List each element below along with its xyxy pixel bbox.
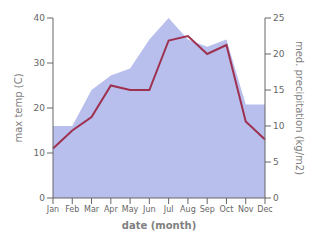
svg-text:Aug: Aug xyxy=(180,205,196,214)
svg-text:Jan: Jan xyxy=(46,205,59,214)
svg-text:Sep: Sep xyxy=(200,205,215,214)
svg-text:20: 20 xyxy=(273,49,285,59)
svg-text:0: 0 xyxy=(39,193,45,203)
svg-text:15: 15 xyxy=(273,85,284,95)
svg-text:Nov: Nov xyxy=(238,205,254,214)
svg-text:Mar: Mar xyxy=(84,205,100,214)
svg-text:Feb: Feb xyxy=(65,205,79,214)
svg-text:Oct: Oct xyxy=(220,205,234,214)
svg-text:5: 5 xyxy=(273,157,279,167)
svg-text:med. precipitation (kg/m2): med. precipitation (kg/m2) xyxy=(294,41,305,175)
svg-text:0: 0 xyxy=(273,193,279,203)
svg-text:Dec: Dec xyxy=(257,205,272,214)
svg-text:Apr: Apr xyxy=(104,205,119,214)
svg-text:25: 25 xyxy=(273,13,284,23)
svg-text:20: 20 xyxy=(34,103,46,113)
svg-text:40: 40 xyxy=(34,13,46,23)
svg-text:max temp (C): max temp (C) xyxy=(13,73,24,142)
svg-text:30: 30 xyxy=(34,58,46,68)
svg-text:date (month): date (month) xyxy=(122,220,196,231)
svg-text:Jul: Jul xyxy=(163,205,174,214)
svg-text:May: May xyxy=(122,205,139,214)
svg-text:Jun: Jun xyxy=(142,205,156,214)
svg-text:10: 10 xyxy=(34,148,46,158)
svg-text:10: 10 xyxy=(273,121,285,131)
